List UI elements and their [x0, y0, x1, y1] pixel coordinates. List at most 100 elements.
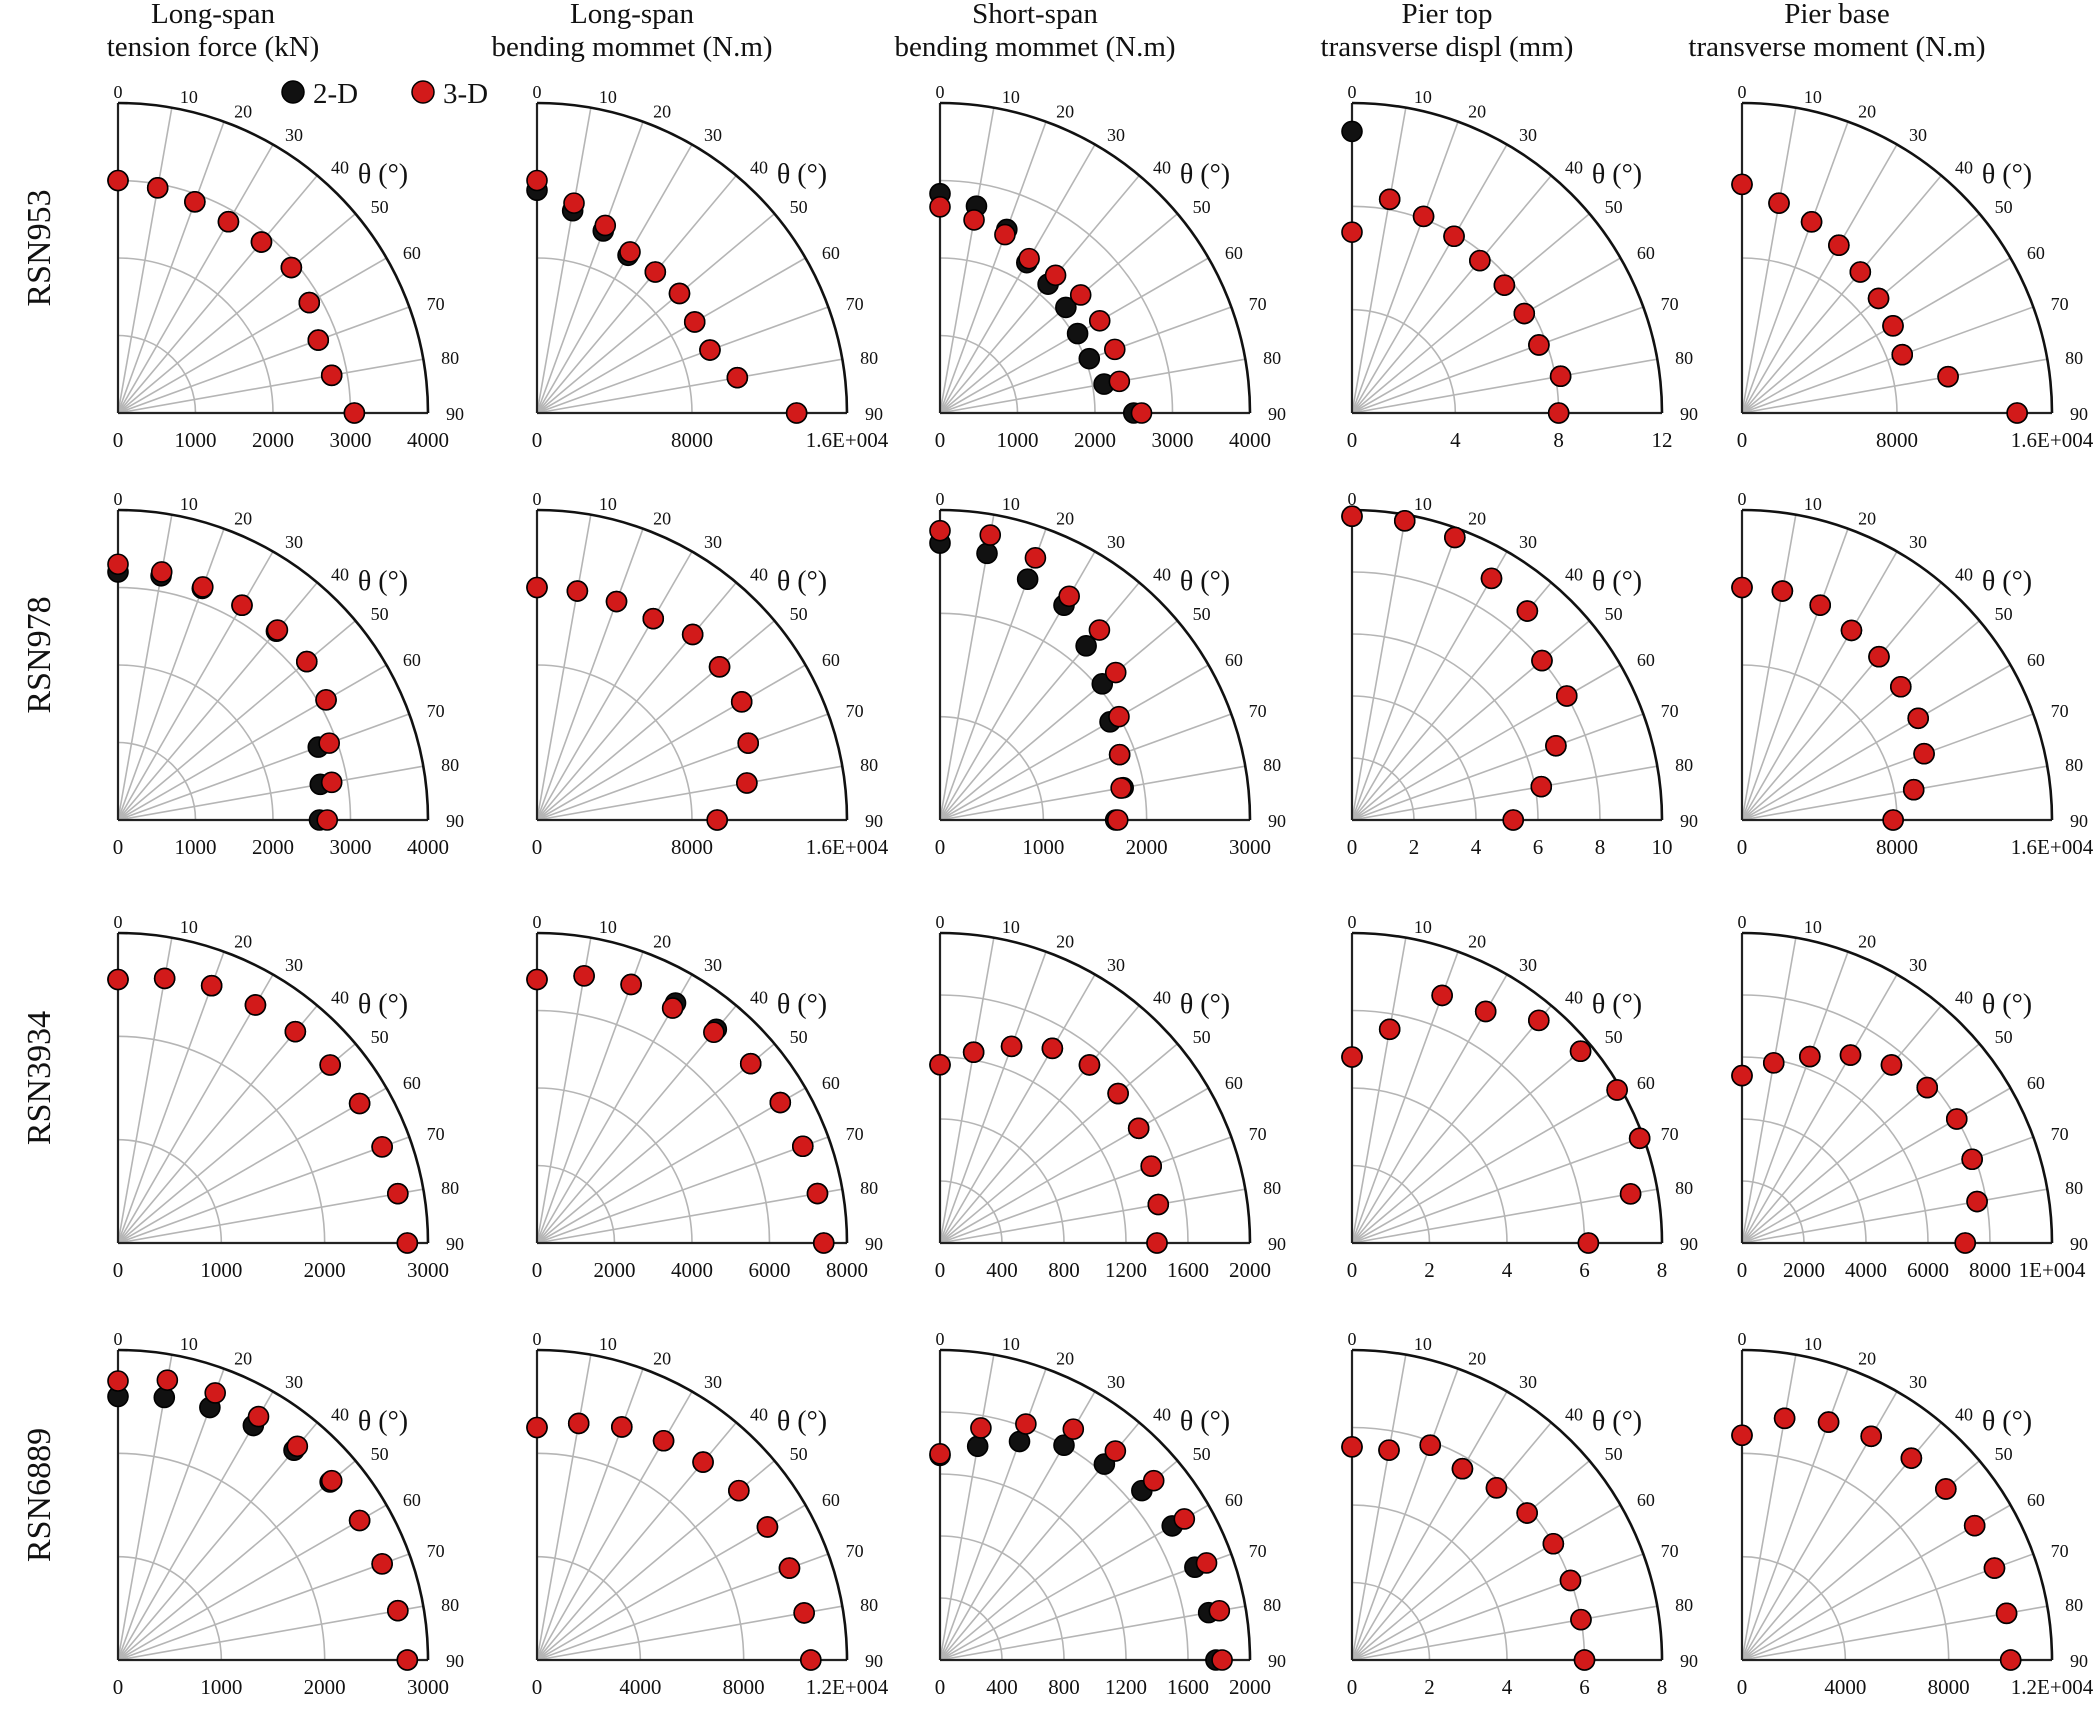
circular-gridline	[939, 334, 1019, 414]
point-3d	[703, 1021, 725, 1044]
angle-tick-label: 20	[1468, 508, 1486, 528]
point-3d	[979, 524, 1002, 546]
radial-tick-label: 2000	[304, 1675, 346, 1699]
angle-tick-label: 20	[234, 1348, 252, 1368]
angle-tick-label: 20	[1858, 508, 1876, 528]
angle-tick-label: 50	[790, 197, 808, 217]
theta-axis-label: θ (°)	[777, 159, 827, 190]
point-3d	[970, 1417, 992, 1439]
radial-tick-label: 1.6E+004	[806, 835, 889, 859]
angle-tick-label: 80	[1263, 755, 1281, 775]
angle-tick-label: 90	[446, 404, 464, 424]
point-3d	[1146, 1232, 1168, 1254]
angle-tick-label: 50	[371, 1027, 389, 1047]
angle-tick-label: 50	[790, 604, 808, 624]
angle-tick-label: 0	[1348, 1329, 1357, 1349]
point-2d	[1066, 322, 1089, 345]
radial-gridline	[939, 1136, 1232, 1244]
angle-tick-label: 90	[1680, 404, 1698, 424]
angle-tick-label: 30	[704, 1372, 722, 1392]
point-3d	[1800, 211, 1823, 233]
radial-tick-label: 4000	[619, 1675, 661, 1699]
angle-tick-label: 50	[1605, 1444, 1623, 1464]
radial-tick-label: 8000	[1876, 428, 1918, 452]
angle-tick-label: 60	[2027, 1073, 2045, 1093]
angle-tick-label: 20	[1468, 1348, 1486, 1368]
point-3d	[567, 1412, 590, 1435]
circular-gridline	[536, 1087, 693, 1244]
angle-tick-label: 90	[2070, 1234, 2088, 1254]
angle-tick-label: 70	[427, 701, 445, 721]
point-3d	[1902, 778, 1925, 801]
point-3d	[620, 973, 642, 996]
point-3d	[1024, 547, 1047, 569]
polar-panel: 0 10 20 30 40 50 60 70 80 90 0 2000 4000 6000 8000 θ (°…	[526, 912, 883, 1282]
radial-tick-label: 0	[1347, 835, 1358, 859]
point-3d	[644, 261, 667, 283]
point-3d	[1828, 234, 1850, 257]
point-3d	[1528, 334, 1550, 356]
point-3d	[1868, 645, 1890, 668]
angle-tick-label: 0	[533, 82, 542, 102]
theta-axis-label: θ (°)	[358, 1406, 408, 1437]
point-3d	[692, 1451, 714, 1473]
point-3d	[730, 691, 753, 713]
angle-tick-label: 0	[936, 489, 945, 509]
point-2d	[1075, 635, 1097, 657]
angle-tick-label: 40	[331, 1404, 349, 1424]
radial-tick-label: 800	[1048, 1675, 1080, 1699]
point-3d	[231, 594, 253, 617]
angle-tick-label: 10	[1804, 917, 1822, 937]
point-3d	[1108, 370, 1131, 393]
angle-tick-label: 70	[2051, 1124, 2069, 1144]
radial-tick-label: 3000	[330, 835, 372, 859]
point-3d	[1916, 1076, 1939, 1099]
point-3d	[1044, 264, 1067, 287]
angle-tick-label: 30	[1519, 532, 1537, 552]
point-3d	[396, 1232, 419, 1254]
radial-tick-label: 0	[935, 428, 946, 452]
angle-tick-label: 80	[1263, 1595, 1281, 1615]
circular-gridline	[939, 1056, 1127, 1244]
point-3d	[1480, 567, 1503, 590]
radial-gridline	[117, 1188, 424, 1244]
point-3d	[1799, 1045, 1821, 1068]
radial-tick-label: 1000	[175, 835, 217, 859]
angle-tick-label: 10	[599, 917, 617, 937]
radial-gridline	[117, 1553, 410, 1661]
radial-gridline	[1351, 144, 1508, 414]
angle-tick-label: 50	[371, 604, 389, 624]
angle-tick-label: 90	[446, 811, 464, 831]
point-3d	[320, 1469, 343, 1492]
angle-tick-label: 90	[1680, 1234, 1698, 1254]
radial-gridline	[1741, 1005, 1942, 1244]
point-3d	[1108, 705, 1130, 728]
theta-axis-label: θ (°)	[1982, 1406, 2032, 1437]
angle-tick-label: 50	[790, 1444, 808, 1464]
angle-tick-label: 70	[427, 294, 445, 314]
point-3d	[107, 1370, 129, 1392]
angle-tick-label: 20	[653, 508, 671, 528]
angle-tick-label: 80	[441, 348, 459, 368]
angle-tick-label: 50	[1995, 1444, 2013, 1464]
row-label: RSN3934	[21, 1011, 58, 1145]
radial-gridline	[939, 713, 1232, 821]
radial-tick-label: 8	[1657, 1258, 1668, 1282]
angle-tick-label: 10	[1804, 1334, 1822, 1354]
point-3d	[1516, 1502, 1538, 1524]
radial-gridline	[939, 514, 995, 821]
outer-arc	[536, 1348, 849, 1661]
circular-gridline	[1351, 308, 1457, 414]
circular-gridline	[536, 1452, 745, 1661]
point-3d	[1966, 1190, 1988, 1213]
radial-tick-label: 1200	[1105, 1675, 1147, 1699]
angle-tick-label: 80	[2065, 1595, 2083, 1615]
point-3d	[1469, 249, 1491, 272]
point-3d	[266, 619, 289, 641]
polar-panel: 0 10 20 30 40 50 60 70 80 90 0 1000 2000 3000 4000 θ (°…	[107, 489, 464, 859]
circular-gridline	[1741, 664, 1898, 821]
angle-tick-label: 60	[403, 1073, 421, 1093]
point-3d	[778, 1557, 801, 1579]
theta-axis-label: θ (°)	[1180, 566, 1230, 597]
angle-tick-label: 90	[1680, 1651, 1698, 1671]
